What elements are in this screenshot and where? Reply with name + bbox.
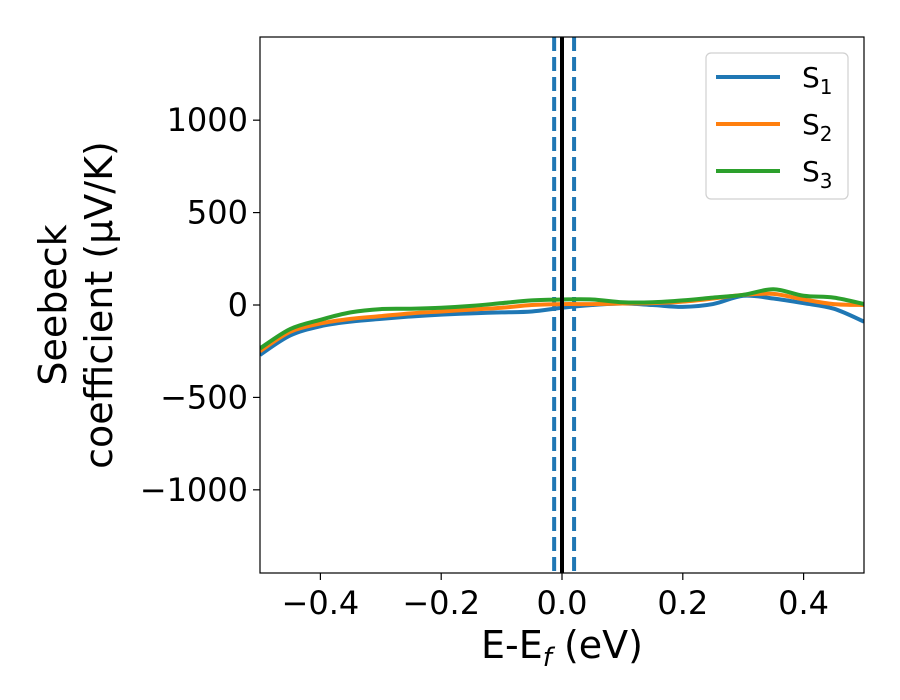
y-axis-title-line2: coefficient (μV/K) [77, 141, 121, 469]
x-axis-title: E-Ef (eV) [481, 623, 643, 673]
x-tick-label: 0.2 [657, 584, 708, 622]
x-tick-label: −0.2 [402, 584, 480, 622]
y-tick-label: 1000 [167, 101, 248, 139]
y-axis-title-line1: Seebeck [31, 224, 75, 385]
y-tick-label: −500 [160, 378, 248, 416]
axes: −0.4 −0.2 0.0 0.2 0.4 −1000 −500 0 500 1000 [140, 36, 865, 622]
legend-label: S2 [802, 108, 833, 146]
y-tick-label: −1000 [140, 471, 248, 509]
legend-label: S3 [802, 155, 833, 193]
x-tick-label: 0.0 [537, 584, 588, 622]
legend-label: S1 [802, 61, 833, 99]
y-axis-title: Seebeck coefficient (μV/K) [31, 141, 121, 469]
legend: S1 S2 S3 [705, 52, 849, 200]
plot-area [260, 37, 864, 573]
x-tick-label: −0.4 [282, 584, 360, 622]
plot-clip-group [260, 37, 864, 573]
x-tick-label: 0.4 [778, 584, 829, 622]
y-tick-label: 500 [187, 194, 248, 232]
y-tick-label: 0 [228, 286, 248, 324]
